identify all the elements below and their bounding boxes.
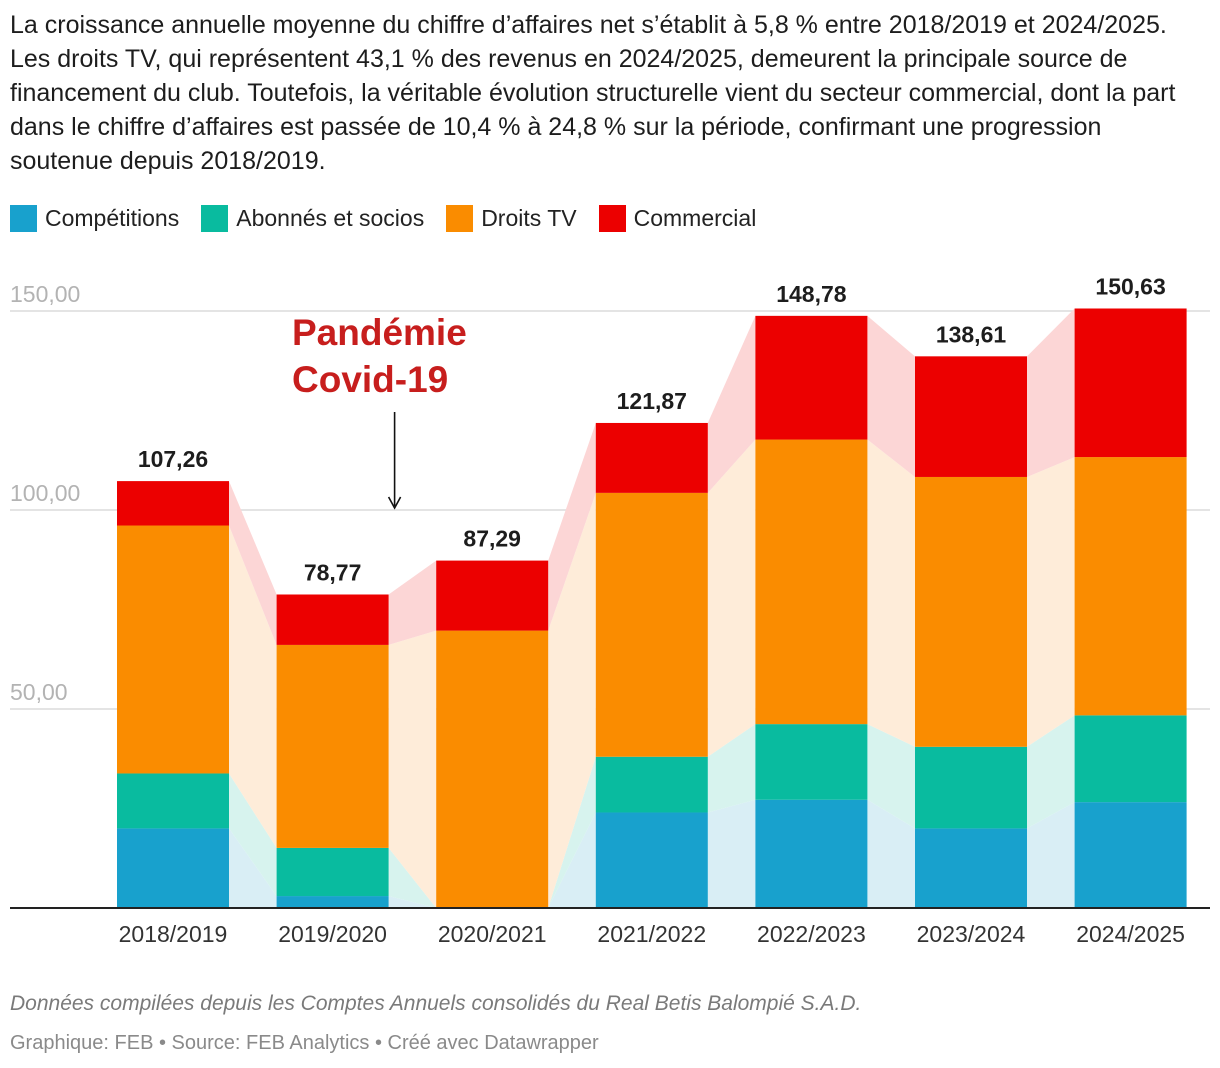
legend-label-commercial: Commercial	[633, 204, 757, 231]
connector-area-abonnes-et-socios	[707, 724, 756, 813]
connector-area-abonnes-et-socios	[388, 847, 437, 908]
connector-area-abonnes-et-socios	[229, 773, 277, 897]
bar-segment-abonnes-et-socios-2019-2020	[276, 847, 389, 897]
annotation-arrow-head	[387, 496, 402, 510]
bar-segment-droits-tv-2024-2025	[1074, 457, 1187, 716]
bar-total-label: 78,77	[304, 559, 362, 585]
connector-area-droits-tv	[548, 492, 596, 908]
bar-segment-droits-tv-2020-2021	[436, 630, 549, 908]
bar-segment-commercial-2021-2022	[595, 422, 708, 493]
connector-area-commercial	[867, 315, 915, 477]
bar-segment-abonnes-et-socios-2024-2025	[1074, 715, 1187, 803]
chart-credits: Graphique: FEB • Source: FEB Analytics •…	[10, 1032, 599, 1054]
annotation-text-line: Pandémie	[292, 312, 467, 353]
bar-segment-droits-tv-2022-2023	[755, 439, 868, 725]
connector-area-droits-tv	[388, 630, 437, 908]
bar-segment-abonnes-et-socios-2018-2019	[117, 773, 229, 829]
connector-area-competitions	[388, 896, 437, 908]
chart-notes: Données compilées depuis les Comptes Ann…	[10, 992, 862, 1015]
bar-segment-commercial-2024-2025	[1074, 308, 1187, 458]
x-tick-label: 2023/2024	[917, 921, 1026, 947]
bar-segment-droits-tv-2018-2019	[117, 525, 229, 774]
connector-area-commercial	[229, 481, 277, 645]
y-tick-label: 50,00	[10, 679, 68, 705]
legend-item-competitions: Compétitions	[10, 204, 180, 232]
bar-segment-commercial-2018-2019	[117, 481, 229, 526]
x-tick-label: 2022/2023	[757, 921, 866, 947]
legend-swatch-abonnes	[201, 204, 229, 232]
legend-item-commercial: Commercial	[598, 204, 757, 232]
bar-total-label: 107,26	[138, 446, 208, 472]
bar-segment-competitions-2023-2024	[915, 828, 1027, 908]
bar-segment-commercial-2020-2021	[436, 560, 549, 631]
x-tick-label: 2021/2022	[597, 921, 706, 947]
connector-area-abonnes-et-socios	[1027, 715, 1075, 829]
connector-area-competitions	[707, 799, 756, 908]
x-tick-label: 2018/2019	[119, 921, 228, 947]
connector-area-abonnes-et-socios	[867, 724, 915, 829]
bar-total-label: 148,78	[776, 281, 847, 307]
legend-swatch-competitions	[10, 204, 37, 232]
legend-item-droits-tv: Droits TV	[446, 204, 577, 232]
bar-segment-competitions-2018-2019	[117, 828, 229, 908]
bar-segment-abonnes-et-socios-2023-2024	[915, 746, 1027, 829]
annotation-text-line: Covid-19	[292, 359, 448, 400]
bar-segment-competitions-2024-2025	[1074, 802, 1187, 908]
bar-segment-droits-tv-2021-2022	[595, 492, 708, 757]
y-tick-label: 100,00	[10, 480, 80, 506]
legend-item-abonnes: Abonnés et socios	[201, 204, 425, 232]
chart-legend: Compétitions Abonnés et socios Droits TV…	[10, 202, 778, 234]
connector-area-competitions	[229, 828, 277, 908]
bar-segment-droits-tv-2019-2020	[276, 644, 389, 848]
x-tick-label: 2024/2025	[1076, 921, 1185, 947]
bar-segment-competitions-2022-2023	[755, 799, 868, 908]
connector-area-droits-tv	[229, 525, 277, 848]
bar-segment-competitions-2019-2020	[276, 896, 389, 908]
legend-swatch-droits-tv	[446, 204, 474, 232]
connector-area-commercial	[1027, 308, 1075, 477]
bar-segment-droits-tv-2023-2024	[915, 476, 1027, 747]
connector-area-droits-tv	[1027, 457, 1075, 747]
bar-segment-commercial-2019-2020	[276, 594, 389, 645]
bar-total-label: 150,63	[1095, 273, 1165, 299]
bar-segment-commercial-2023-2024	[915, 356, 1027, 477]
connector-area-commercial	[388, 560, 437, 645]
legend-swatch-commercial	[598, 204, 626, 232]
x-tick-label: 2020/2021	[438, 921, 547, 947]
bar-segment-abonnes-et-socios-2022-2023	[755, 724, 868, 800]
bar-total-label: 121,87	[617, 388, 687, 414]
legend-label-competitions: Compétitions	[45, 204, 180, 231]
connector-area-commercial	[548, 422, 596, 631]
bar-segment-commercial-2022-2023	[755, 315, 868, 440]
y-tick-label: 150,00	[10, 281, 80, 307]
connector-area-droits-tv	[707, 439, 756, 757]
legend-label-droits-tv: Droits TV	[481, 204, 577, 231]
legend-label-abonnes: Abonnés et socios	[236, 204, 425, 231]
bar-total-label: 138,61	[936, 321, 1007, 347]
connector-area-droits-tv	[867, 439, 915, 747]
connector-area-competitions	[867, 799, 915, 908]
stacked-bar-chart: 50,00 100,00 150,00 107,26 2018/2019 78,77 201…	[10, 273, 1210, 947]
chart-description: La croissance annuelle moyenne du chiffr…	[10, 11, 1176, 175]
x-tick-label: 2019/2020	[278, 921, 387, 947]
connector-area-commercial	[707, 315, 756, 493]
bar-segment-competitions-2021-2022	[595, 812, 708, 908]
bar-total-label: 87,29	[463, 526, 521, 552]
bar-segment-abonnes-et-socios-2021-2022	[595, 756, 708, 813]
connector-area-competitions	[1027, 802, 1075, 908]
